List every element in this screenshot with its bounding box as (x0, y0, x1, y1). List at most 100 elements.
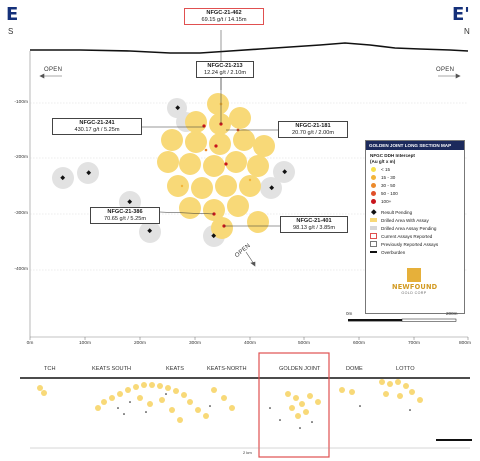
legend-label: Overburden (381, 249, 406, 255)
logo-sub: GOLD CORP (401, 291, 427, 295)
depth-label: -300m (14, 211, 28, 216)
map-legend: GOLDEN JOINT LONG SECTION MAP NFGC DDH I… (365, 140, 465, 314)
callout-hole-id: NFGC-21-401 (296, 218, 332, 224)
overview-label-golden-joint: GOLDEN JOINT (279, 366, 321, 372)
overview-pending-markers (117, 393, 411, 429)
distance-label: 300m (189, 341, 201, 346)
callout-hole-id: NFGC-21-213 (207, 63, 243, 69)
callout-nfgc-21-386: NFGC-21-386 70.65 g/t / 5.25m (90, 207, 160, 225)
overview-label-lotto: LOTTO (396, 366, 415, 372)
callout-hole-id: NFGC-21-386 (107, 209, 143, 215)
legend-grade-row: 30 - 50 (366, 181, 464, 189)
callout-nfgc-21-401: NFGC-21-401 98.13 g/t / 3.85m (280, 216, 348, 234)
scale-start-label: 0m (346, 311, 353, 316)
legend-subtitle-line2: (Au g/t x m) (370, 158, 396, 164)
legend-label: Previously Reported Assays (381, 241, 439, 247)
distance-label: 800m (459, 341, 471, 346)
legend-symbol-row: Drilled Area Assay Pending (366, 224, 464, 232)
callout-intercept: 70.65 g/t / 5.25m (104, 215, 146, 222)
legend-dot-icon (370, 182, 377, 189)
logo-icon (407, 268, 421, 282)
east-direction-small: N (464, 27, 470, 36)
legend-label: Result Pending (381, 209, 413, 215)
depth-label: -400m (14, 267, 28, 272)
legend-dot-icon (370, 190, 377, 197)
legend-grade-row: 50 - 100 (366, 189, 464, 197)
depth-label: -100m (14, 100, 28, 105)
overview-scale-label: 2 km (243, 450, 252, 455)
distance-label: 400m (244, 341, 256, 346)
distance-label: 500m (298, 341, 310, 346)
legend-label: 30 - 50 (381, 182, 396, 188)
legend-dot-icon (370, 174, 377, 181)
legend-symbol-row: Overburden (366, 248, 464, 256)
legend-title: GOLDEN JOINT LONG SECTION MAP (366, 141, 464, 150)
overview-scale-bar (436, 439, 472, 441)
open-label-west: OPEN (44, 67, 63, 73)
open-label-east: OPEN (436, 67, 455, 73)
overview-label-dome: DOME (346, 366, 363, 372)
callout-intercept: 430.17 g/t / 5.25m (74, 126, 120, 133)
outline-box-icon (370, 233, 377, 240)
distance-label: 0m (26, 341, 34, 346)
swatch-icon (370, 225, 377, 232)
legend-symbol-row: Previously Reported Assays (366, 240, 464, 248)
callout-nfgc-21-213: NFGC-21-213 12.24 g/t / 2.10m (196, 61, 254, 79)
legend-label: 100+ (381, 198, 392, 204)
down-arrow-icon (245, 251, 255, 265)
legend-grade-row: 100+ (366, 197, 464, 205)
legend-label: Drilled Area Assay Pending (381, 225, 437, 231)
legend-label: Current Assays Reported (381, 233, 433, 239)
callout-intercept: 69.15 g/t / 14.15m (201, 16, 247, 23)
bar-icon (370, 249, 377, 256)
company-logo: NEWFOUND GOLD CORP (392, 268, 438, 295)
east-direction-letter: E' (452, 4, 470, 25)
callout-nfgc-21-181: NFGC-21-181 20.70 g/t / 2.00m (278, 121, 348, 139)
callout-hole-id: NFGC-21-241 (79, 120, 115, 126)
swatch-icon (370, 217, 377, 224)
overburden-surface-line (30, 42, 469, 54)
drilled-with-assay-areas (157, 93, 275, 239)
legend-label: < 15 (381, 166, 391, 172)
legend-other-items: Result Pending Drilled Area With Assay Dri… (366, 208, 464, 256)
golden-joint-highlight-box (258, 352, 330, 458)
callout-intercept: 12.24 g/t / 2.10m (204, 69, 246, 76)
legend-symbol-row: Result Pending (366, 208, 464, 216)
distance-label: 700m (408, 341, 420, 346)
scale-end-label: 200m (446, 311, 458, 316)
callout-hole-id: NFGC-21-181 (295, 123, 331, 129)
legend-grade-items: < 15 15 - 30 30 - 50 50 - 100 100+ (366, 165, 464, 205)
callout-nfgc-21-241: NFGC-21-241 430.17 g/t / 5.25m (52, 118, 142, 136)
scale-bar (348, 318, 457, 322)
overview-strip (20, 352, 472, 458)
logo-name: NEWFOUND (392, 283, 438, 291)
legend-label: 15 - 30 (381, 174, 396, 180)
legend-subtitle: NFGC DDH Intercept (Au g/t x m) (366, 150, 464, 165)
legend-grade-row: 15 - 30 (366, 173, 464, 181)
callout-nfgc-21-462: NFGC-21-462 69.15 g/t / 14.15m (184, 8, 264, 26)
outline-box-icon (370, 241, 377, 248)
legend-symbol-row: Drilled Area With Assay (366, 216, 464, 224)
legend-subtitle-line1: NFGC DDH Intercept (370, 153, 415, 158)
section-plot (29, 30, 469, 340)
distance-label: 200m (134, 341, 146, 346)
callout-intercept: 98.13 g/t / 3.85m (293, 224, 335, 231)
legend-dot-icon (370, 166, 377, 173)
distance-label: 600m (353, 341, 365, 346)
west-direction-letter: E (6, 4, 19, 25)
callout-intercept: 20.70 g/t / 2.00m (292, 129, 334, 136)
overview-label-keats: KEATS (166, 366, 184, 372)
overview-label-keats-south: KEATS SOUTH (92, 366, 132, 372)
legend-label: 50 - 100 (381, 190, 398, 196)
overview-label-keats-north: KEATS-NORTH (207, 366, 247, 372)
depth-label: -200m (14, 155, 28, 160)
legend-dot-icon (370, 198, 377, 205)
legend-label: Drilled Area With Assay (381, 217, 429, 223)
west-direction-small: S (8, 27, 14, 36)
callout-hole-id: NFGC-21-462 (206, 10, 242, 16)
overview-drilled-areas (37, 379, 423, 423)
distance-label: 100m (79, 341, 91, 346)
diamond-icon (370, 209, 377, 216)
overview-label-tch: TCH (44, 366, 56, 372)
